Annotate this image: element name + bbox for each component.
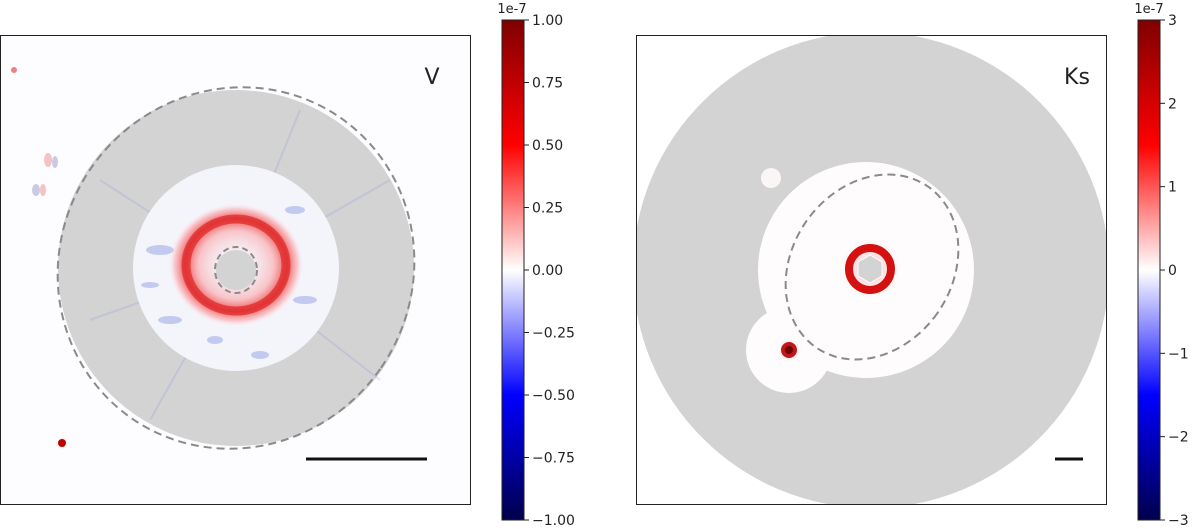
colorbar-gradient-ks <box>1137 19 1161 521</box>
colorbar-tick-label: 0.25 <box>532 201 563 217</box>
image-v <box>0 35 471 505</box>
colorbar-tick-label: 0.00 <box>532 263 563 279</box>
colorbar-v: 1e-7 1.00 0.75 0.50 0.25 0.00 −0.25 −0.50 −0.75… <box>497 2 575 529</box>
coronagraph-mask-ks <box>857 254 883 284</box>
colorbar-ks: 1e-7 3 2 1 0 −1 −2 −3 <box>1134 2 1188 529</box>
colorbar-tick-label: 0.75 <box>532 76 563 92</box>
colorbar-tick-label: −0.25 <box>532 326 575 342</box>
colorbar-tick-label: 1.00 <box>532 13 563 29</box>
panel-v: V 1e-7 1.00 0.75 0.50 0.25 0.00 −0.25 −0.50 −0.… <box>0 2 575 529</box>
colorbar-tick-label: −2 <box>1168 430 1189 446</box>
blue-speckles-v <box>141 206 317 359</box>
outer-contour-v <box>56 86 416 450</box>
colorbar-gradient-v <box>501 19 525 521</box>
colorbar-tick-label: −0.50 <box>532 388 575 404</box>
image-ks <box>636 35 1107 505</box>
frame-ks <box>636 35 1107 505</box>
artifacts-v <box>32 153 58 196</box>
colorbar-tick-label: −3 <box>1168 513 1189 529</box>
colorbar-tick-label: −1.00 <box>532 513 575 529</box>
colorbar-tick-label: 0 <box>1168 263 1177 279</box>
colorbar-tick-label: 2 <box>1168 96 1177 112</box>
panel-ks: Ks 1e-7 3 2 1 0 −1 −2 −3 <box>636 2 1189 529</box>
colorbar-exponent-v: 1e-7 <box>497 2 526 17</box>
colorbar-tick-label: 1 <box>1168 180 1177 196</box>
colorbar-tick-label: 3 <box>1168 13 1177 29</box>
frame-v <box>0 35 471 505</box>
band-label-ks: Ks <box>1064 65 1090 90</box>
contour-ks <box>784 173 960 361</box>
colorbar-tick-label: −1 <box>1168 346 1189 362</box>
colorbar-tick-label: 0.50 <box>532 138 563 154</box>
small-window-ks <box>761 168 781 188</box>
faint-source-v <box>11 67 17 73</box>
colorbar-tick-label: −0.75 <box>532 451 575 467</box>
colorbar-exponent-ks: 1e-7 <box>1134 2 1163 17</box>
band-label-v: V <box>424 65 439 90</box>
colorbar-ticks-v: 1.00 0.75 0.50 0.25 0.00 −0.25 −0.50 −0.75 −1.00 <box>524 13 575 529</box>
colorbar-ticks-ks: 3 2 1 0 −1 −2 −3 <box>1160 13 1189 529</box>
inner-contour-v <box>214 246 258 294</box>
coronagraph-mask-v <box>216 250 256 290</box>
